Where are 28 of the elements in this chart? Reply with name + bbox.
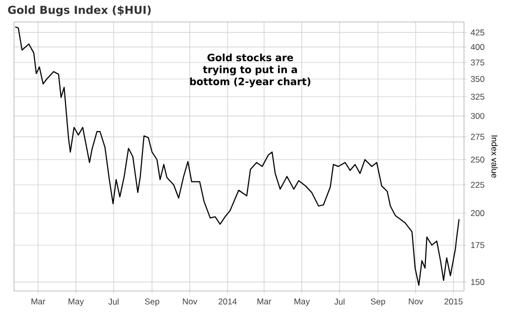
chart-title: Gold Bugs Index ($HUI) xyxy=(8,6,151,16)
x-tick-label: 2014 xyxy=(218,298,237,304)
y-tick-label: 325 xyxy=(470,94,484,100)
x-tick-label: Jul xyxy=(334,298,344,305)
y-tick-label: 200 xyxy=(470,210,484,216)
x-tick-label: Nov xyxy=(182,298,198,304)
x-tick-label: Nov xyxy=(408,298,424,304)
y-tick-label: 375 xyxy=(470,60,484,66)
y-tick-label: 350 xyxy=(470,76,484,82)
x-tick-label: May xyxy=(294,298,310,306)
y-tick-label: 400 xyxy=(470,44,484,50)
x-tick-label: Mar xyxy=(257,298,272,304)
x-tick-label: 2015 xyxy=(444,298,463,304)
y-tick-label: 150 xyxy=(471,279,484,286)
y-tick-label: 250 xyxy=(470,156,484,163)
y-axis-title: Index value xyxy=(492,136,498,178)
x-tick-label: Mar xyxy=(32,298,46,304)
y-tick-label: 425 xyxy=(470,29,484,36)
y-tick-label: 225 xyxy=(470,182,484,188)
annotation: Gold stocks are trying to put in a bottom (2-year chart) xyxy=(190,54,310,88)
y-tick-label: 300 xyxy=(470,112,484,119)
x-tick-label: May xyxy=(68,298,84,306)
y-tick-label: 275 xyxy=(470,134,484,140)
line-series xyxy=(14,26,460,286)
y-tick-label: 175 xyxy=(471,242,484,248)
x-tick-label: Sep xyxy=(144,298,160,306)
x-tick-label: Jul xyxy=(108,298,118,305)
x-tick-label: Sep xyxy=(370,298,386,306)
